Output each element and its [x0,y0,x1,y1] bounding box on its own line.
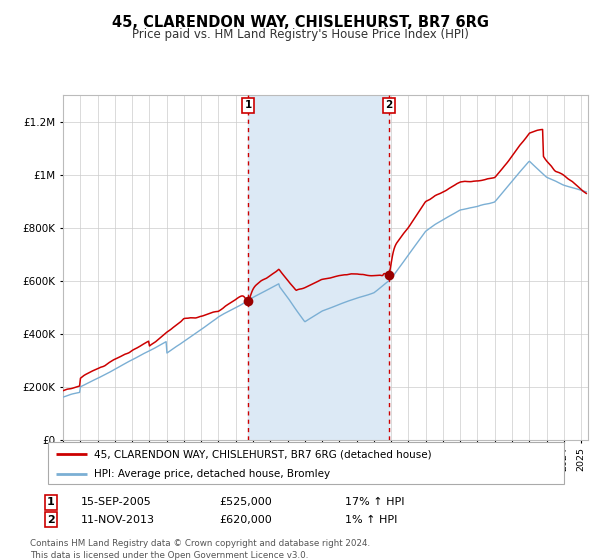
Text: 2: 2 [47,515,55,525]
Text: Price paid vs. HM Land Registry's House Price Index (HPI): Price paid vs. HM Land Registry's House … [131,28,469,41]
FancyBboxPatch shape [48,442,564,484]
Text: 2: 2 [385,100,392,110]
Text: HPI: Average price, detached house, Bromley: HPI: Average price, detached house, Brom… [94,469,331,479]
Text: 1: 1 [47,497,55,507]
Text: 45, CLARENDON WAY, CHISLEHURST, BR7 6RG: 45, CLARENDON WAY, CHISLEHURST, BR7 6RG [112,15,488,30]
Text: Contains HM Land Registry data © Crown copyright and database right 2024.
This d: Contains HM Land Registry data © Crown c… [30,539,370,559]
Text: 1% ↑ HPI: 1% ↑ HPI [345,515,397,525]
Bar [248,95,389,440]
Text: 11-NOV-2013: 11-NOV-2013 [81,515,155,525]
Text: £620,000: £620,000 [219,515,272,525]
Text: 1: 1 [245,100,252,110]
Text: £525,000: £525,000 [219,497,272,507]
Text: 45, CLARENDON WAY, CHISLEHURST, BR7 6RG (detached house): 45, CLARENDON WAY, CHISLEHURST, BR7 6RG … [94,449,432,459]
Text: 17% ↑ HPI: 17% ↑ HPI [345,497,404,507]
Text: 15-SEP-2005: 15-SEP-2005 [81,497,152,507]
